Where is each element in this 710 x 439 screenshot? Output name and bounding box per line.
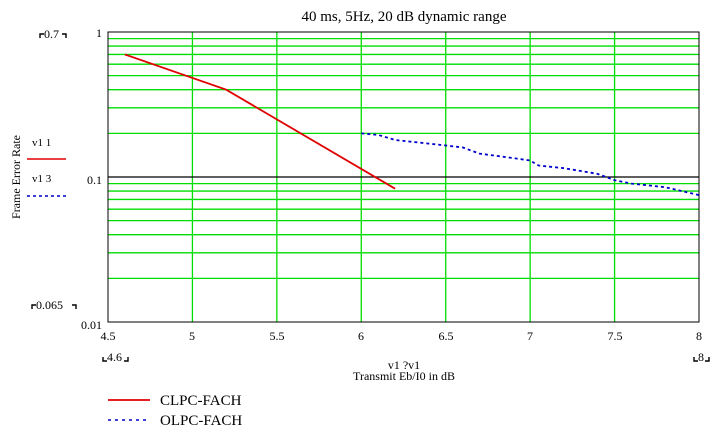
y-axis-label: Frame Error Rate <box>9 135 23 219</box>
series-1-axis-label: v1 1 <box>32 137 51 149</box>
x-tick-label: 6 <box>358 329 364 343</box>
x-tick-label: 5 <box>189 329 195 343</box>
x-tick-label: 7.5 <box>608 329 623 343</box>
x-tick-label: 7 <box>527 329 533 343</box>
x-axis-label: Transmit Eb/I0 in dB <box>353 369 455 383</box>
legend-label-clpc: CLPC-FACH <box>160 393 242 409</box>
svg-text:0.7: 0.7 <box>44 27 59 41</box>
x-tick-label: 4.5 <box>101 329 116 343</box>
svg-text:4.6: 4.6 <box>107 350 122 364</box>
x-tick-label: 6.5 <box>439 329 454 343</box>
legend-label-olpc: OLPC-FACH <box>160 413 242 429</box>
svg-text:0.065: 0.065 <box>36 298 63 312</box>
svg-text:8: 8 <box>698 350 704 364</box>
y-tick-label: 0.01 <box>81 318 102 332</box>
x-tick-label: 5.5 <box>270 329 285 343</box>
series-2-axis-label: v1 3 <box>32 173 52 185</box>
x-tick-label: 8 <box>696 329 702 343</box>
y-tick-label: 0.1 <box>87 173 102 187</box>
chart-title: 40 ms, 5Hz, 20 dB dynamic range <box>302 9 507 25</box>
y-tick-label: 1 <box>96 26 102 40</box>
